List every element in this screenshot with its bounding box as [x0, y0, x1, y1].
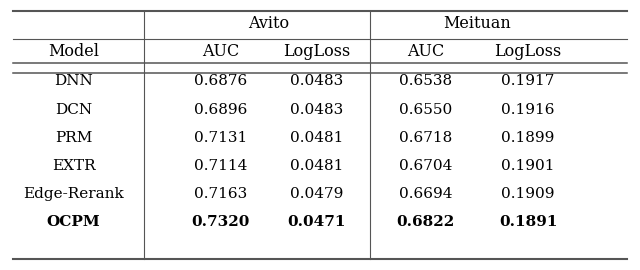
Text: 0.6550: 0.6550 [399, 103, 452, 117]
Text: 0.6694: 0.6694 [399, 187, 452, 201]
Text: LogLoss: LogLoss [494, 43, 562, 60]
Text: LogLoss: LogLoss [283, 43, 351, 60]
Text: 0.7320: 0.7320 [191, 215, 250, 230]
Text: Meituan: Meituan [443, 15, 511, 32]
Text: 0.1917: 0.1917 [501, 75, 555, 88]
Text: 0.0483: 0.0483 [290, 103, 344, 117]
Text: 0.6822: 0.6822 [396, 215, 455, 230]
Text: 0.0481: 0.0481 [290, 131, 344, 145]
Text: 0.0483: 0.0483 [290, 75, 344, 88]
Text: AUC: AUC [202, 43, 239, 60]
Text: 0.0471: 0.0471 [287, 215, 346, 230]
Text: 0.6704: 0.6704 [399, 159, 452, 173]
Text: 0.0481: 0.0481 [290, 159, 344, 173]
Text: 0.1909: 0.1909 [501, 187, 555, 201]
Text: 0.6896: 0.6896 [194, 103, 248, 117]
Text: EXTR: EXTR [52, 159, 95, 173]
Text: 0.6718: 0.6718 [399, 131, 452, 145]
Text: Model: Model [48, 43, 99, 60]
Text: 0.6876: 0.6876 [194, 75, 248, 88]
Text: 0.1899: 0.1899 [501, 131, 555, 145]
Text: 0.7163: 0.7163 [194, 187, 248, 201]
Text: 0.1891: 0.1891 [499, 215, 557, 230]
Text: OCPM: OCPM [47, 215, 100, 230]
Text: 0.1901: 0.1901 [501, 159, 555, 173]
Text: 0.7131: 0.7131 [194, 131, 248, 145]
Text: PRM: PRM [55, 131, 92, 145]
Text: DNN: DNN [54, 75, 93, 88]
Text: Avito: Avito [248, 15, 289, 32]
Text: Edge-Rerank: Edge-Rerank [23, 187, 124, 201]
Text: DCN: DCN [55, 103, 92, 117]
Text: 0.7114: 0.7114 [194, 159, 248, 173]
Text: 0.6538: 0.6538 [399, 75, 452, 88]
Text: 0.0479: 0.0479 [290, 187, 344, 201]
Text: AUC: AUC [407, 43, 444, 60]
Text: 0.1916: 0.1916 [501, 103, 555, 117]
